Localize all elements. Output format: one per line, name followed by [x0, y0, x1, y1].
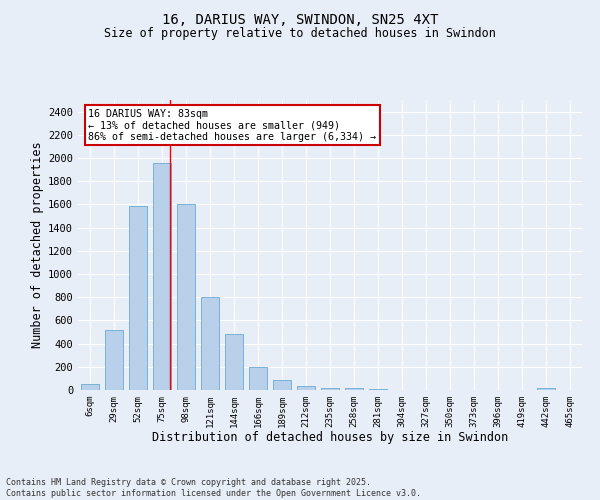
Bar	[537, 388, 555, 390]
Bar	[81, 384, 99, 390]
Bar	[105, 330, 123, 390]
X-axis label: Distribution of detached houses by size in Swindon: Distribution of detached houses by size …	[152, 432, 508, 444]
Bar	[273, 380, 291, 390]
Text: Size of property relative to detached houses in Swindon: Size of property relative to detached ho…	[104, 28, 496, 40]
Bar	[321, 388, 339, 390]
Bar	[129, 206, 147, 390]
Bar	[297, 386, 315, 390]
Bar	[153, 162, 171, 390]
Text: Contains HM Land Registry data © Crown copyright and database right 2025.
Contai: Contains HM Land Registry data © Crown c…	[6, 478, 421, 498]
Text: 16 DARIUS WAY: 83sqm
← 13% of detached houses are smaller (949)
86% of semi-deta: 16 DARIUS WAY: 83sqm ← 13% of detached h…	[88, 108, 376, 142]
Text: 16, DARIUS WAY, SWINDON, SN25 4XT: 16, DARIUS WAY, SWINDON, SN25 4XT	[162, 12, 438, 26]
Bar	[177, 204, 195, 390]
Bar	[345, 388, 363, 390]
Bar	[225, 334, 243, 390]
Bar	[369, 389, 387, 390]
Y-axis label: Number of detached properties: Number of detached properties	[31, 142, 44, 348]
Bar	[201, 297, 219, 390]
Bar	[249, 367, 267, 390]
